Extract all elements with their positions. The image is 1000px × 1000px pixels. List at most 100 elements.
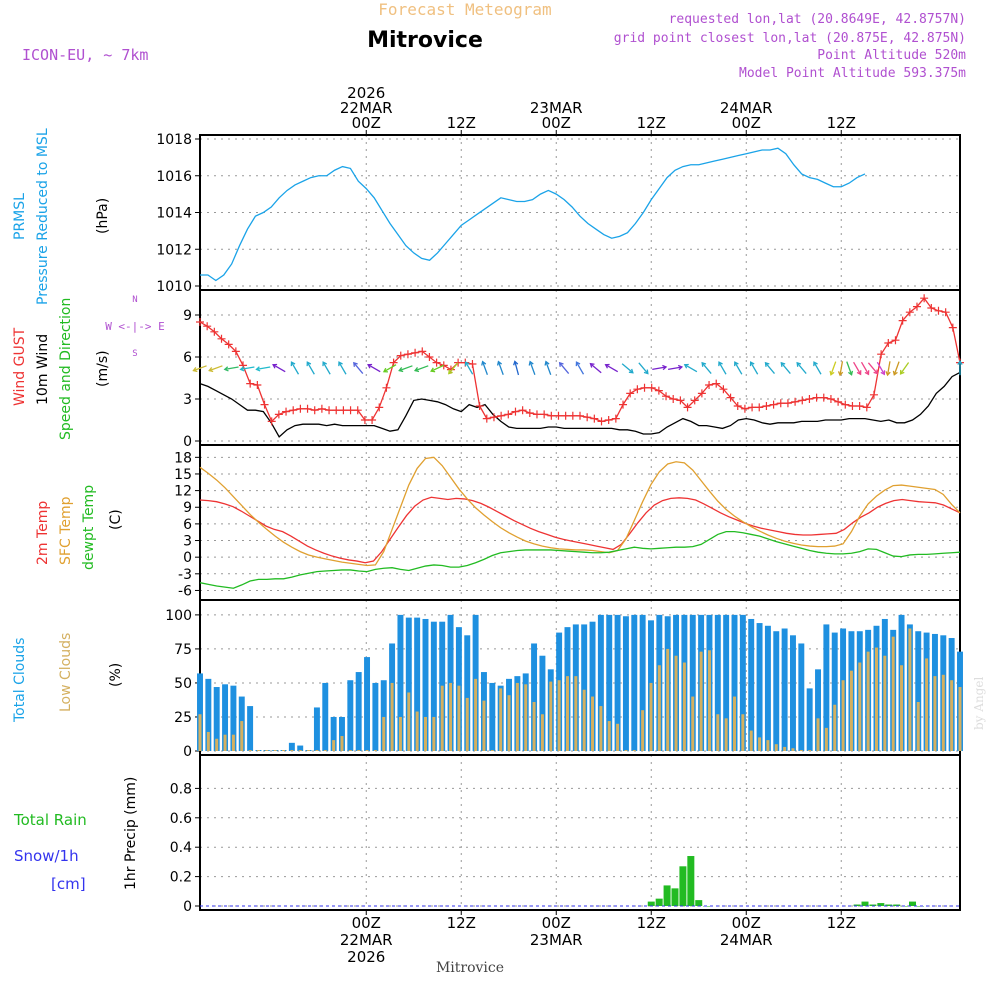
gust-line-point (289, 406, 298, 415)
gust-line-point (762, 402, 771, 410)
low-cloud-bar (382, 716, 386, 751)
low-cloud-bar (925, 658, 929, 751)
wind-arrow-head (496, 360, 503, 366)
gust-line-point (783, 399, 792, 408)
gust-line-point (418, 347, 427, 356)
low-cloud-bar (507, 695, 511, 751)
low-cloud-bar (332, 740, 336, 751)
wind-arrow-shaft (893, 361, 900, 376)
y-tick-label: 3 (183, 534, 192, 550)
gust-line-point (748, 403, 757, 412)
wind-arrow (718, 361, 727, 375)
total-cloud-bar (539, 655, 546, 751)
y-tick-label: 75 (174, 642, 192, 658)
gust-line-point (540, 410, 549, 419)
low-cloud-bar (607, 721, 611, 751)
total-cloud-bar (422, 618, 429, 751)
rain-bar (869, 904, 877, 906)
wind-arrow-shaft (290, 361, 300, 375)
total-cloud-bar (297, 745, 304, 751)
wind-arrow-shaft (900, 362, 910, 375)
wind-arrow (621, 363, 634, 374)
low-cloud-bar (874, 647, 878, 751)
low-cloud-bar (206, 731, 210, 751)
top-time-label: 00Z (542, 114, 571, 132)
gust-line-point (633, 385, 642, 394)
wind-arrow-head (683, 363, 689, 369)
total-cloud-bar (915, 631, 922, 751)
low-cloud-bar (474, 678, 478, 751)
wind-arrow-shaft (529, 361, 536, 376)
pressure-line (200, 147, 866, 282)
wind-arrow-head (864, 370, 870, 376)
low-cloud-bar (799, 750, 803, 751)
gust-line-point (726, 393, 735, 402)
wind-arrow (853, 361, 862, 376)
wind-arrow-shaft (353, 362, 364, 374)
wind-arrow-shaft (701, 362, 712, 374)
gust-line-point (224, 340, 233, 349)
gust-line-point (353, 406, 362, 415)
wind-arrow-shaft (193, 365, 207, 372)
total-cloud-bar (313, 707, 320, 751)
total-cloud-bar (380, 680, 387, 751)
gust-line-point (518, 406, 527, 415)
low-cloud-bar (298, 750, 302, 751)
total-cloud-bar (581, 624, 588, 751)
low-cloud-bar (198, 714, 202, 751)
wind-arrow-head (847, 370, 854, 376)
total-cloud-bar (631, 614, 638, 751)
low-cloud-bar (565, 676, 569, 751)
low-cloud-bar (791, 748, 795, 751)
gust-line-point (339, 406, 348, 415)
t2m-label: 2m Temp (35, 501, 51, 565)
wind-arrow-head (448, 369, 453, 375)
gust-line-point (196, 318, 204, 326)
wind-arrow (957, 359, 963, 376)
gust-line-point (905, 308, 914, 317)
gust-line-point (604, 416, 613, 424)
wind-arrow (867, 362, 879, 375)
y-tick-label: 0.8 (170, 781, 192, 797)
gust-line-point (834, 397, 843, 406)
rain-bar (695, 900, 703, 906)
total-cloud-bar (789, 635, 796, 751)
low-cloud-bar (941, 674, 945, 751)
gust-line-point (626, 389, 635, 398)
top-time-label: 12Z (827, 114, 856, 132)
wind-arrow (899, 362, 910, 375)
low-cloud-bar (290, 750, 294, 751)
wind-arrow-shaft (734, 361, 743, 375)
low-cloud-bar (273, 750, 277, 751)
total-cloud-bar (322, 682, 329, 751)
low-cloud-bar (841, 680, 845, 751)
gust-line-point (941, 308, 950, 317)
rain-bar (679, 866, 687, 906)
y-tick-label: 0.4 (170, 840, 192, 856)
low-cloud-bar (682, 662, 686, 751)
low-cloud-bar (582, 689, 586, 751)
rain-bar (671, 888, 679, 906)
wind-arrow (813, 361, 822, 375)
total-cloud-bar (489, 682, 496, 751)
wind-arrow-shaft (465, 361, 474, 375)
panel-1: 0 3 6 9 (183, 289, 961, 450)
wind-arrow (667, 364, 684, 371)
rain-bar (663, 885, 671, 906)
top-time-label: 00Z (732, 114, 761, 132)
wind-arrow-head (464, 361, 470, 367)
gust-line-point (776, 399, 785, 408)
precip-labels: Total Rain Snow/1h [cm] 1hr Precip (mm) (13, 777, 139, 893)
wind-arrow-shaft (575, 361, 585, 375)
low-cloud-bar (741, 714, 745, 751)
wind-arrow (544, 360, 552, 376)
low-cloud-bar (833, 704, 837, 751)
wind-arrow (367, 363, 381, 373)
total-cloud-bar (230, 685, 237, 751)
wind-arrow-shaft (605, 364, 619, 373)
gust-line-point (855, 402, 864, 410)
low-cloud-bar (515, 682, 519, 751)
wind-arrow-shaft (209, 365, 223, 372)
wind-arrow-shaft (830, 361, 837, 376)
low-cloud-bar (440, 685, 444, 751)
